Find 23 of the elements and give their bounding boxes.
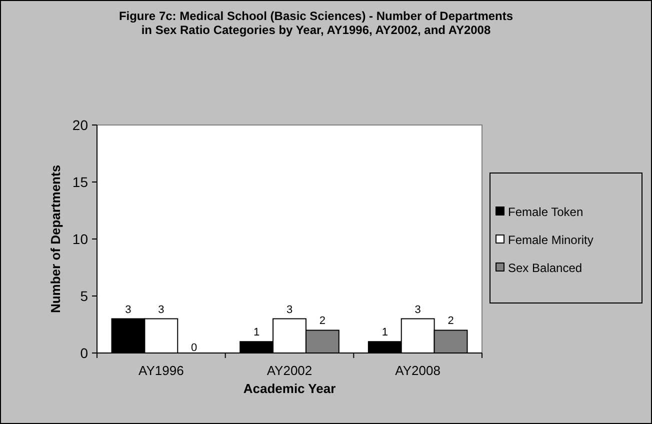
data-label: 1 [382,326,388,339]
x-tick-label: AY1996 [138,363,184,378]
y-tick-label: 15 [72,174,88,190]
y-tick-label: 0 [80,345,88,361]
y-tick-label: 10 [72,231,88,247]
data-label: 3 [414,304,421,316]
data-label: 0 [191,342,198,354]
legend-label: Female Minority [508,233,594,247]
data-label: 3 [125,304,132,316]
data-label: 3 [286,304,293,316]
x-tick-label: AY2008 [395,363,440,378]
y-axis-title: Number of Departments [48,164,63,314]
x-axis-title: Academic Year [243,381,336,396]
data-label: 3 [158,304,164,316]
y-tick-label: 20 [72,117,88,133]
x-tick-label: AY2002 [266,363,312,378]
chart-title: Figure 7c: Medical School (Basic Sciences) - Number of Departments in Sex Ratio Categories by Year, AY1996, AY2002, and AY2008 [118,9,514,37]
data-label: 2 [448,315,454,328]
data-label: 1 [254,326,260,339]
legend-label: Sex Balanced [508,261,582,275]
data-label: 2 [319,315,326,328]
y-tick-label: 5 [80,288,88,304]
legend-label: Female Token [508,205,584,219]
